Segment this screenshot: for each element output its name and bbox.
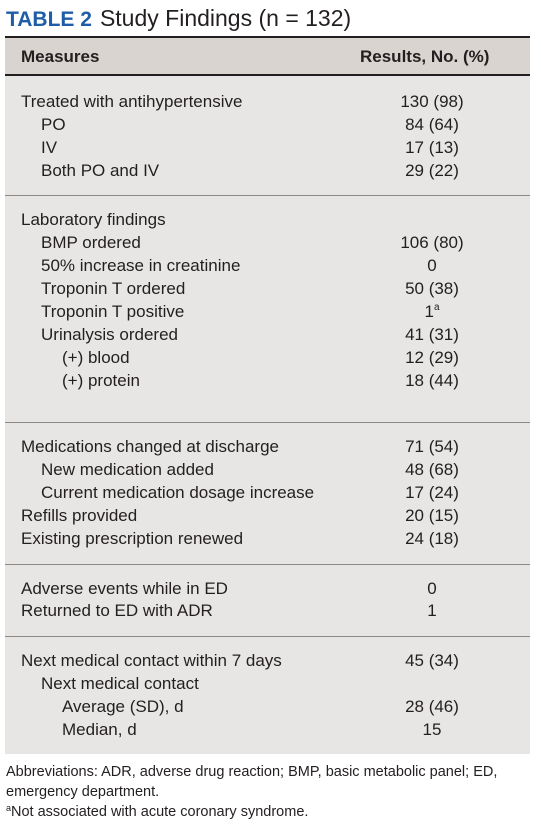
table-row: PO 84 (64) bbox=[5, 115, 530, 138]
section-divider bbox=[5, 422, 530, 423]
row-value: 18 (44) bbox=[405, 371, 459, 390]
row-label: Troponin T ordered bbox=[41, 279, 186, 298]
table-row: Average (SD), d 28 (46) bbox=[5, 697, 530, 720]
row-label: Laboratory findings bbox=[21, 210, 166, 229]
row-label: PO bbox=[41, 115, 66, 134]
row-label: Both PO and IV bbox=[41, 161, 160, 180]
table-row: Current medication dosage increase 17 (2… bbox=[5, 483, 530, 506]
row-value: 24 (18) bbox=[405, 529, 459, 548]
table-row: 50% increase in creatinine 0 bbox=[5, 256, 530, 279]
row-label: Next medical contact bbox=[41, 674, 199, 693]
row-value: 45 (34) bbox=[405, 651, 459, 670]
row-label: Average (SD), d bbox=[62, 697, 184, 716]
row-label: Median, d bbox=[62, 720, 137, 739]
table-row: Medications changed at discharge 71 (54) bbox=[5, 437, 530, 460]
section-divider bbox=[5, 195, 530, 196]
table-row: Troponin T positive 1a bbox=[5, 302, 530, 325]
table-row: (+) protein 18 (44) bbox=[5, 371, 530, 394]
row-value: 84 (64) bbox=[405, 115, 459, 134]
row-value: 130 (98) bbox=[400, 92, 464, 111]
row-label: Adverse events while in ED bbox=[21, 579, 228, 598]
table-row: Both PO and IV 29 (22) bbox=[5, 161, 530, 184]
section-divider bbox=[5, 564, 530, 565]
row-label: IV bbox=[41, 138, 58, 157]
table-row: BMP ordered 106 (80) bbox=[5, 233, 530, 256]
row-label: BMP ordered bbox=[41, 233, 141, 252]
row-value: 106 (80) bbox=[400, 233, 464, 252]
table-number: TABLE 2 bbox=[6, 8, 92, 31]
row-label: Returned to ED with ADR bbox=[21, 601, 213, 620]
row-value: 29 (22) bbox=[405, 161, 459, 180]
row-label: Troponin T positive bbox=[41, 302, 185, 321]
table-row: Adverse events while in ED 0 bbox=[5, 579, 530, 602]
row-value: 20 (15) bbox=[405, 506, 459, 525]
table-row: (+) blood 12 (29) bbox=[5, 348, 530, 371]
row-value: 15 bbox=[422, 720, 442, 739]
table-row: Median, d 15 bbox=[5, 720, 530, 743]
row-value: 48 (68) bbox=[405, 460, 459, 479]
row-value: 17 (13) bbox=[405, 138, 459, 157]
row-value: 12 (29) bbox=[405, 348, 459, 367]
table-header: Measures Results, No. (%) bbox=[5, 36, 530, 76]
row-label: 50% increase in creatinine bbox=[41, 256, 241, 275]
section-divider bbox=[5, 636, 530, 637]
header-results: Results, No. (%) bbox=[360, 47, 490, 66]
row-label: Existing prescription renewed bbox=[21, 529, 244, 548]
row-value: 0 bbox=[427, 256, 437, 275]
row-value: 28 (46) bbox=[405, 697, 459, 716]
row-label: Medications changed at discharge bbox=[21, 437, 279, 456]
row-label: Next medical contact within 7 days bbox=[21, 651, 282, 670]
row-value: 17 (24) bbox=[405, 483, 459, 502]
table-title: TABLE 2 Study Findings (n = 132) bbox=[6, 5, 351, 35]
abbreviations-note: Abbreviations: ADR, adverse drug reactio… bbox=[6, 764, 498, 800]
footnote-text: Not associated with acute coronary syndr… bbox=[11, 804, 309, 820]
table-row: Next medical contact within 7 days 45 (3… bbox=[5, 651, 530, 674]
row-value: 1a bbox=[377, 302, 487, 322]
row-label: Current medication dosage increase bbox=[41, 483, 315, 502]
row-value: 41 (31) bbox=[405, 325, 459, 344]
table-row: Urinalysis ordered 41 (31) bbox=[5, 325, 530, 348]
table-row: Existing prescription renewed 24 (18) bbox=[5, 529, 530, 552]
row-label: Treated with antihypertensive bbox=[21, 92, 243, 111]
table-row: Treated with antihypertensive 130 (98) bbox=[5, 92, 530, 115]
row-label: Refills provided bbox=[21, 506, 138, 525]
row-label: (+) blood bbox=[62, 348, 130, 367]
row-value: 1 bbox=[427, 601, 437, 620]
row-value: 71 (54) bbox=[405, 437, 459, 456]
table-caption: Study Findings (n = 132) bbox=[99, 5, 352, 31]
row-value: 50 (38) bbox=[405, 279, 459, 298]
table-row: Returned to ED with ADR 1 bbox=[5, 601, 530, 624]
table-row: Refills provided 20 (15) bbox=[5, 506, 530, 529]
header-measures: Measures bbox=[21, 47, 100, 66]
footnote-marker: a bbox=[433, 302, 440, 313]
table-row: New medication added 48 (68) bbox=[5, 460, 530, 483]
row-label: Urinalysis ordered bbox=[41, 325, 178, 344]
findings-table: Measures Results, No. (%) Treated with a… bbox=[5, 36, 530, 754]
footnote-a: aNot associated with acute coronary synd… bbox=[6, 802, 536, 822]
table-row: Next medical contact bbox=[5, 674, 530, 697]
table-row: Troponin T ordered 50 (38) bbox=[5, 279, 530, 302]
table-row: Laboratory findings bbox=[5, 210, 530, 233]
row-label: (+) protein bbox=[62, 371, 140, 390]
row-label: New medication added bbox=[41, 460, 214, 479]
footnote-marker: a bbox=[6, 803, 12, 813]
row-value: 0 bbox=[427, 579, 437, 598]
table-row: IV 17 (13) bbox=[5, 138, 530, 161]
row-value-number: 1 bbox=[424, 302, 434, 321]
